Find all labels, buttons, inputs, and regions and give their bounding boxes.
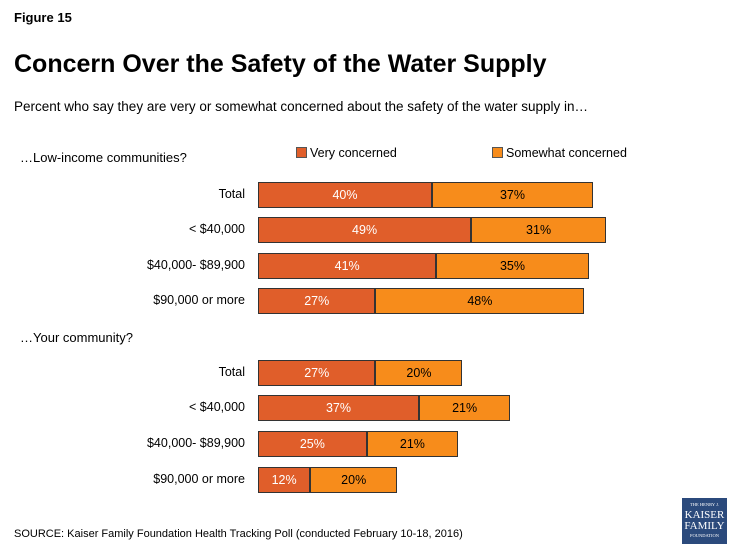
data-label: 37% (499, 188, 525, 202)
data-label: 27% (304, 294, 330, 308)
data-label: 40% (332, 188, 358, 202)
legend-somewhat: Somewhat concerned (492, 146, 627, 160)
chart-title: Concern Over the Safety of the Water Sup… (14, 50, 547, 78)
legend-very: Very concerned (296, 146, 397, 160)
category-label: $40,000- $89,900 (146, 258, 245, 272)
legend-label: Somewhat concerned (506, 146, 627, 160)
bar-somewhat: 20% (375, 360, 463, 386)
bar-somewhat: 21% (418, 395, 511, 421)
category-label: < $40,000 (189, 400, 245, 414)
figure-label: Figure 15 (14, 10, 72, 25)
section-label: …Your community? (20, 330, 133, 345)
data-label: 25% (299, 437, 325, 451)
source-note: SOURCE: Kaiser Family Foundation Health … (14, 528, 463, 540)
legend-swatch-somewhat (492, 147, 503, 158)
bar-very: 27% (258, 288, 376, 314)
kff-logo: THE HENRY J. KAISER FAMILY FOUNDATION (682, 498, 727, 544)
bar-somewhat: 31% (471, 217, 606, 243)
data-label: 12% (271, 473, 297, 487)
data-label: 48% (467, 294, 493, 308)
bar-very: 12% (258, 467, 311, 493)
category-label: $90,000 or more (153, 472, 245, 486)
chart-subtitle: Percent who say they are very or somewha… (14, 99, 589, 114)
section-label: …Low-income communities? (20, 150, 187, 165)
data-label: 41% (334, 259, 360, 273)
data-label: 27% (304, 366, 330, 380)
bar-somewhat: 35% (436, 253, 589, 279)
category-label: Total (218, 365, 245, 379)
category-label: Total (218, 187, 245, 201)
bar-very: 37% (258, 395, 419, 421)
category-label: $90,000 or more (153, 293, 245, 307)
bar-somewhat: 20% (310, 467, 398, 493)
data-label: 20% (406, 366, 432, 380)
category-label: < $40,000 (189, 222, 245, 236)
data-label: 35% (499, 259, 525, 273)
data-label: 37% (325, 401, 351, 415)
bar-somewhat: 37% (432, 182, 593, 208)
bar-very: 27% (258, 360, 376, 386)
bar-very: 41% (258, 253, 437, 279)
data-label: 21% (399, 437, 425, 451)
bar-very: 49% (258, 217, 472, 243)
data-label: 20% (341, 473, 367, 487)
data-label: 49% (352, 223, 378, 237)
bar-very: 40% (258, 182, 432, 208)
bar-somewhat: 21% (366, 431, 459, 457)
category-label: $40,000- $89,900 (146, 436, 245, 450)
legend-swatch-very (296, 147, 307, 158)
bar-somewhat: 48% (375, 288, 585, 314)
bar-very: 25% (258, 431, 367, 457)
data-label: 21% (452, 401, 478, 415)
data-label: 31% (526, 223, 552, 237)
legend-label: Very concerned (310, 146, 397, 160)
